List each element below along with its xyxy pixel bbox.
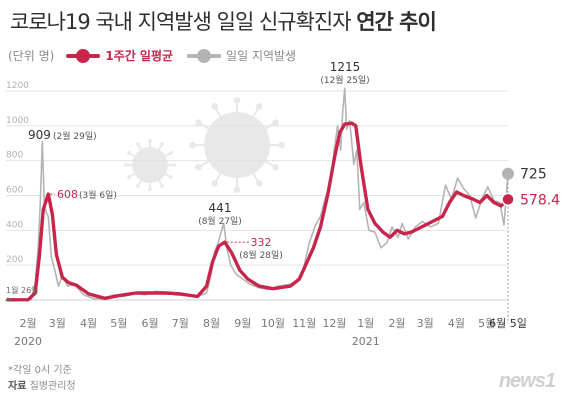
x-year-label: 2021 (352, 335, 380, 348)
y-tick-label: 600 (6, 186, 23, 196)
virus-spike-tip (169, 175, 173, 179)
virus-spike-tip (195, 119, 202, 127)
y-tick-label: 1000 (6, 116, 29, 126)
virus-spike-tip (160, 142, 164, 146)
annotation-909-date: (2월 29일) (53, 130, 97, 142)
legend-local-swatch (187, 48, 222, 63)
virus-spike-tip (195, 163, 202, 171)
x-tick-label: 3월 (49, 317, 66, 330)
y-tick-label: 800 (6, 151, 23, 161)
news1-logo: news1 (498, 370, 556, 392)
virus-spike-tip (233, 97, 241, 104)
annotation-441-value: 441 (209, 201, 232, 215)
source: 자료 질병관리청 (8, 377, 76, 392)
x-tick-label: 10월 (261, 317, 285, 330)
footnote: *각일 0시 기준 (8, 365, 72, 376)
x-tick-label: 8월 (203, 317, 220, 330)
virus-body (204, 112, 270, 178)
x-tick-label: 1월 (357, 317, 374, 330)
virus-spike-tip (211, 180, 219, 187)
virus-spike-tip (148, 187, 152, 192)
x-tick-label: 4월 (80, 317, 97, 330)
x-tick-label: 6월 5일 (489, 316, 527, 330)
annotation-441-date: (8월 27일) (198, 215, 242, 227)
virus-spike-tip (211, 103, 219, 110)
virus-spike-tip (272, 119, 279, 127)
annotation-578-value: 578.4 (520, 192, 560, 208)
grid: 1200 1000 800 600 400 200 2월 2020 3월 4월 5월 6월 7월 8월 9월… (6, 81, 527, 348)
end-marker-local (502, 167, 514, 180)
y-tick-label: 1200 (6, 81, 29, 91)
virus-spike-tip (169, 151, 173, 155)
annotation-909-value: 909 (28, 128, 51, 142)
virus-spike-tip (272, 163, 279, 171)
chart-title: 코로나19 국내 지역발생 일일 신규확진자 연간 추이 (10, 6, 437, 36)
end-marker-avg (501, 192, 515, 207)
virus-spike-tip (148, 138, 152, 143)
annotation-332-date: (8월 28일) (239, 249, 283, 261)
annotation-332-value: 332 (251, 236, 272, 249)
legend-avg-swatch (66, 48, 101, 63)
y-tick-label: 200 (6, 255, 23, 265)
unit-label: (단위 명) (8, 49, 55, 63)
x-tick-label: 3월 (417, 317, 434, 330)
virus-spike-tip (136, 184, 140, 188)
legend-local-label: 일일 지역발생 (226, 49, 297, 63)
virus-decoration (123, 97, 285, 193)
start-marker (5, 297, 11, 301)
x-tick-label: 12월 (322, 317, 346, 330)
x-tick-label: 5월 (110, 317, 127, 330)
x-tick-label: 7월 (172, 317, 189, 330)
x-tick-label: 9월 (234, 317, 251, 330)
series-avg-line (6, 121, 510, 302)
chart-title-text: 코로나19 국내 지역발생 일일 신규확진자 (10, 10, 352, 34)
chart-title-bold: 연간 추이 (356, 10, 437, 34)
virus-spike-tip (189, 141, 196, 149)
virus-icon-large (189, 97, 285, 193)
annotation-608-value: 608 (57, 188, 78, 201)
legend-avg-label: 1주간 일평균 (105, 49, 174, 63)
annotation-725-value: 725 (520, 167, 547, 183)
virus-spike-tip (255, 180, 263, 187)
labels: 909 (2월 29일) 608 (3월 6일) 441(8월 27일) 332(8월 2… (5, 60, 560, 301)
x-tick-label: 2월 (19, 317, 36, 330)
x-tick-label: 11월 (292, 317, 316, 330)
x-tick-label: 4월 (448, 317, 465, 330)
x-tick-label: 6월 (141, 317, 158, 330)
x-tick-label: 2월 (388, 317, 405, 330)
annotation-1215-value: 1215 (330, 60, 361, 74)
annotation-1215-date: (12월 25일) (320, 74, 369, 86)
virus-spike-tip (123, 163, 128, 167)
x-year-label: 2020 (14, 335, 42, 348)
legend: (단위 명) 1주간 일평균 일일 지역발생 (8, 47, 296, 64)
virus-spike-tip (233, 186, 241, 193)
y-tick-label: 400 (6, 220, 23, 230)
source-value: 질병관리청 (29, 381, 76, 392)
virus-body (132, 147, 168, 183)
virus-spike-tip (136, 142, 140, 146)
virus-spike-tip (172, 163, 177, 167)
annotation-608-date: (3월 6일) (79, 189, 117, 201)
virus-spike-tip (127, 175, 131, 179)
annotation-start-label: 1월 26일 (6, 285, 39, 295)
virus-icon-small (123, 138, 177, 192)
source-label: 자료 (8, 381, 27, 392)
virus-spike-tip (255, 103, 263, 110)
x-tick-label: 5월 (478, 317, 495, 330)
virus-spike-tip (160, 184, 164, 188)
series (6, 87, 515, 322)
virus-spike-tip (127, 151, 131, 155)
virus-spike-tip (278, 141, 285, 149)
